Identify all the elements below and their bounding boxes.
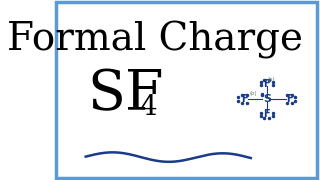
Text: 4: 4 [140, 94, 157, 121]
Text: F: F [263, 79, 270, 89]
Text: SF: SF [87, 68, 164, 123]
Text: (o): (o) [249, 91, 257, 96]
Text: F: F [263, 109, 270, 119]
Text: F: F [241, 94, 247, 104]
Text: (o): (o) [268, 77, 275, 82]
Text: Formal Charge: Formal Charge [7, 21, 303, 59]
Text: S: S [263, 94, 271, 104]
Text: F: F [286, 94, 293, 104]
